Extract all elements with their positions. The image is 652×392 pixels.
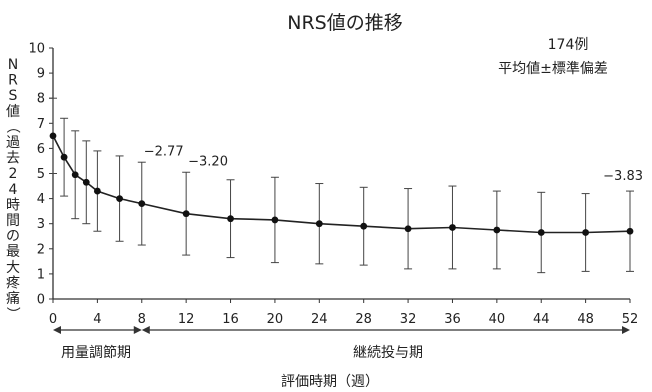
y-tick-label: 8 [37,92,45,107]
y-tick-label: 7 [37,117,45,132]
y-tick-label: 2 [37,242,45,257]
data-point [93,187,101,195]
phase-arrow-head-right [622,326,630,334]
x-tick-label: 48 [577,312,594,327]
x-tick-label: 16 [222,312,239,327]
x-tick-label: 0 [49,312,57,327]
data-point [60,153,68,161]
y-axis-label-char: 時 [6,197,20,213]
x-tick-label: 36 [444,312,461,327]
y-axis-label-char: N [8,57,18,73]
phase-arrow-head-right [133,326,142,334]
data-point [82,178,90,186]
y-axis-label-char: 最 [6,244,20,260]
data-point [138,200,146,208]
data-point [360,222,368,230]
y-axis-label-char: 2 [9,166,18,182]
y-tick-label: 0 [37,293,45,308]
x-tick-label: 32 [400,312,417,327]
y-axis-label-char: の [6,229,20,245]
data-point [227,215,234,223]
y-axis-label-char: ） [4,307,20,321]
x-tick-label: 40 [489,312,506,327]
data-point [182,210,190,218]
data-point [582,229,590,236]
x-tick-label: 24 [311,312,328,327]
x-tick-label: 12 [178,312,195,327]
y-tick-label: 6 [37,142,45,157]
mean-line [52,135,631,234]
phase-arrow-head-left [141,326,150,334]
y-axis-label-char: 過 [6,135,20,151]
x-tick-label: 28 [355,312,372,327]
y-tick-label: 9 [37,67,45,82]
y-tick-label: 10 [28,42,45,57]
data-point [315,220,323,228]
statistic-label: 平均値±標準偏差 [498,61,608,77]
y-tick-label: 3 [37,217,45,232]
y-axis-label-char: 4 [9,182,18,198]
phase-arrow-head-left [53,326,61,334]
y-axis-label-char: 大 [6,260,20,276]
y-axis-label-char: 値 [6,104,20,120]
x-tick-label: 20 [267,312,284,327]
data-point [493,226,501,234]
data-point [626,227,634,235]
sample-size-label: 174例 [548,37,589,53]
y-axis-label-char: 痛 [6,290,20,307]
y-axis-label-char: R [8,73,18,89]
x-tick-label: 8 [138,312,146,327]
y-tick-label: 4 [37,192,45,207]
data-point [116,195,123,203]
x-axis-label: 評価時期（週） [281,374,379,390]
change-annotation: −3.20 [188,155,228,170]
phase-label-titration: 用量調節期 [61,344,131,361]
x-tick-label: 44 [533,312,550,327]
data-point [404,225,412,233]
y-tick-label: 5 [37,167,45,182]
x-tick-label: 4 [93,312,101,327]
data-point [271,216,279,224]
y-axis-label-char: 去 [6,151,20,167]
phase-label-continuation: 継続投与期 [353,344,423,361]
chart-title: NRS値の推移 [287,12,402,34]
y-axis-label-char: S [9,88,18,104]
data-point [71,171,79,179]
y-axis-label-char: 間 [6,213,20,229]
data-point [49,132,57,140]
change-annotation: −2.77 [144,145,184,160]
change-annotation: −3.83 [603,169,643,184]
y-tick-label: 1 [37,267,45,282]
y-axis-label-char: 疼 [6,275,20,291]
x-tick-label: 52 [622,312,639,327]
data-point [537,229,545,236]
plot-area: −2.77 −3.20 −3.83 [49,97,643,274]
data-point [449,224,456,231]
y-axis-label-char: （ [4,119,20,133]
